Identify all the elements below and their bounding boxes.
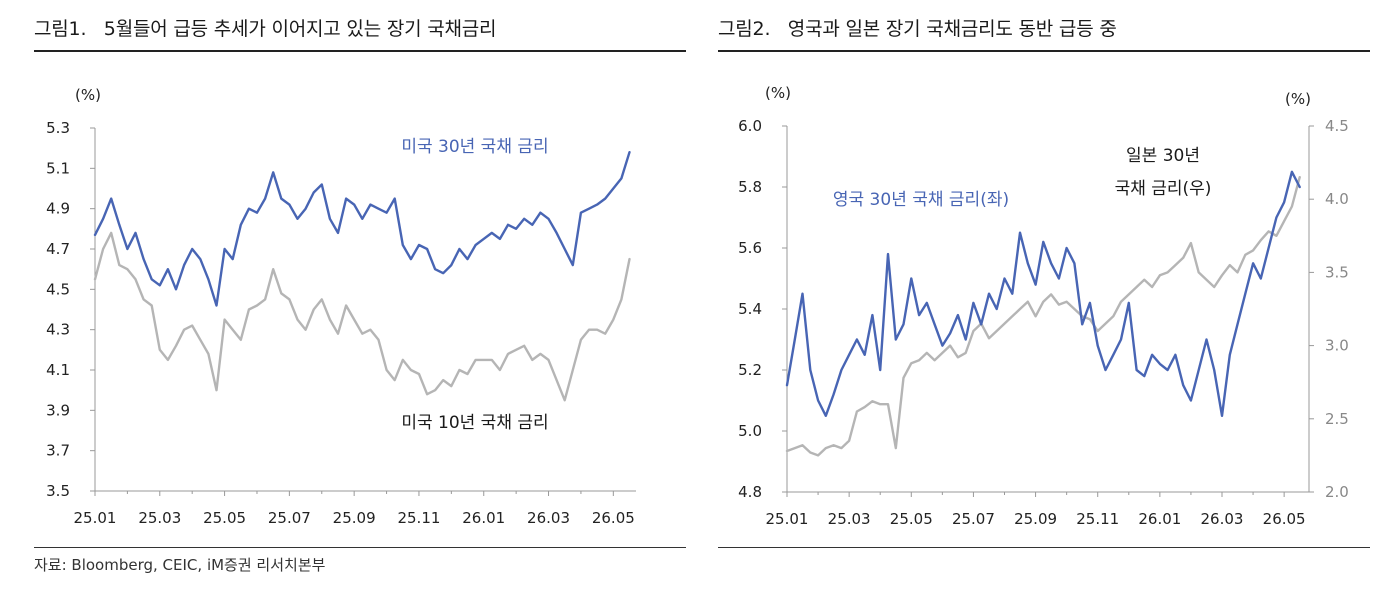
chart2-y-tick-label: 5.0: [738, 422, 762, 440]
chart2-y-right-tick-label: 4.5: [1325, 117, 1349, 135]
chart2-y-tick-label: 5.6: [738, 239, 762, 257]
chart1-y-tick-label: 3.9: [46, 401, 70, 419]
chart2-x-tick-label: 25.01: [766, 510, 809, 528]
chart1-y-tick-label: 4.5: [46, 280, 70, 298]
chart1-y-unit-label: (%): [75, 86, 101, 104]
chart2-annotation: 영국 30년 국채 금리(좌): [833, 190, 1009, 210]
chart2-y-tick-label: 5.4: [738, 300, 762, 318]
chart2-y-right-tick-label: 3.5: [1325, 263, 1349, 281]
chart2-x-tick-label: 26.03: [1201, 510, 1244, 528]
source-note: 자료: Bloomberg, CEIC, iM증권 리서치본부: [34, 556, 326, 574]
chart1-y-tick-label: 4.1: [46, 361, 70, 379]
chart1-x-tick-label: 26.01: [462, 509, 505, 527]
chart2-y-right-tick-label: 2.5: [1325, 410, 1349, 428]
chart1-series-1-line: [93, 150, 631, 307]
chart1-annotation: 미국 30년 국채 금리: [401, 137, 548, 157]
chart1-x-tick-label: 25.03: [138, 509, 181, 527]
chart1-x-tick-label: 25.11: [397, 509, 440, 527]
chart2-series-1-line: [785, 170, 1301, 417]
chart1-x-tick-label: 25.01: [74, 509, 117, 527]
chart2-x-tick-label: 25.03: [828, 510, 871, 528]
chart1-y-tick-label: 4.3: [46, 321, 70, 339]
chart2-x-tick-label: 26.01: [1138, 510, 1181, 528]
chart1-x-tick-label: 25.07: [268, 509, 311, 527]
chart2-annotation: 국채 금리(우): [1115, 179, 1212, 199]
chart2-y-tick-label: 4.8: [738, 483, 762, 501]
chart1-x-tick-label: 26.05: [592, 509, 635, 527]
chart1-x-tick-label: 25.09: [333, 509, 376, 527]
chart2-y-tick-label: 6.0: [738, 117, 762, 135]
chart2-series-2-line: [785, 175, 1301, 457]
chart1-x-tick-label: 26.03: [527, 509, 570, 527]
chart2-y-unit-label-right: (%): [1285, 90, 1311, 108]
chart1-y-tick-label: 3.7: [46, 442, 70, 460]
chart2-x-tick-label: 25.05: [890, 510, 933, 528]
chart1-series-2-line: [93, 231, 631, 402]
chart1-y-tick-label: 3.5: [46, 482, 70, 500]
chart2-y-right-tick-label: 3.0: [1325, 337, 1349, 355]
panel2-title-rule: [718, 50, 1370, 52]
chart2-y-unit-label: (%): [765, 84, 791, 102]
chart2-y-tick-label: 5.8: [738, 178, 762, 196]
panel2-bottom-rule: [718, 547, 1370, 548]
chart2-x-tick-label: 26.05: [1263, 510, 1306, 528]
chart2-annotation: 일본 30년: [1126, 146, 1200, 166]
panel1-title-rule: [34, 50, 686, 52]
chart2-y-right-tick-label: 4.0: [1325, 190, 1349, 208]
panel1-title: 그림1. 5월들어 급등 추세가 이어지고 있는 장기 국채금리: [34, 18, 497, 40]
chart2-y-tick-label: 5.2: [738, 361, 762, 379]
chart1-y-tick-label: 5.3: [46, 119, 70, 137]
chart2-x-tick-label: 25.07: [952, 510, 995, 528]
chart2-y-right-tick-label: 2.0: [1325, 483, 1349, 501]
chart1-x-tick-label: 25.05: [203, 509, 246, 527]
panel1-bottom-rule: [34, 547, 686, 548]
chart1-y-tick-label: 5.1: [46, 159, 70, 177]
chart1-y-tick-label: 4.7: [46, 240, 70, 258]
chart2-x-tick-label: 25.11: [1076, 510, 1119, 528]
chart1-y-tick-label: 4.9: [46, 200, 70, 218]
panel2-title: 그림2. 영국과 일본 장기 국채금리도 동반 급등 중: [718, 18, 1117, 40]
chart2-x-tick-label: 25.09: [1014, 510, 1057, 528]
chart1-annotation: 미국 10년 국채 금리: [401, 413, 548, 433]
